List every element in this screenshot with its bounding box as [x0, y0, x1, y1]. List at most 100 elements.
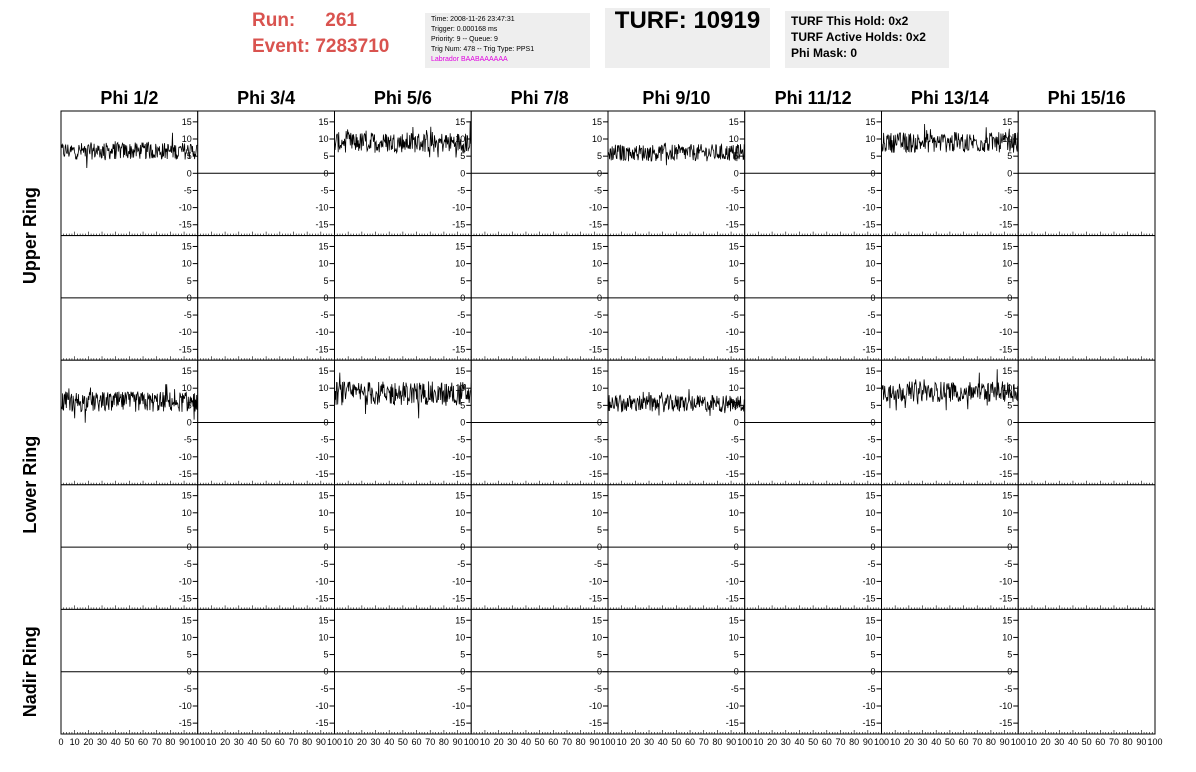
y-tick-label: -10	[726, 576, 739, 586]
x-tick-label: 40	[658, 737, 668, 747]
y-tick-label: 15	[729, 117, 739, 127]
x-tick-label: 90	[316, 737, 326, 747]
y-tick-label: 15	[592, 491, 602, 501]
y-tick-label: -10	[179, 203, 192, 213]
x-tick-label: 50	[398, 737, 408, 747]
y-tick-label: 10	[729, 632, 739, 642]
y-tick-label: 10	[592, 259, 602, 269]
y-tick-label: 10	[318, 259, 328, 269]
y-tick-label: 10	[182, 383, 192, 393]
y-tick-label: -5	[594, 310, 602, 320]
y-tick-label: 15	[182, 117, 192, 127]
y-tick-label: 5	[1007, 650, 1012, 660]
x-tick-label: 60	[822, 737, 832, 747]
x-tick-label: 30	[234, 737, 244, 747]
y-tick-label: 5	[597, 276, 602, 286]
x-tick-label: 10	[206, 737, 216, 747]
y-tick-label: 5	[734, 525, 739, 535]
x-tick-label: 40	[384, 737, 394, 747]
y-tick-label: -10	[589, 701, 602, 711]
y-tick-label: -5	[867, 684, 875, 694]
x-tick-label: 30	[1054, 737, 1064, 747]
x-tick-label: 50	[671, 737, 681, 747]
y-tick-label: 10	[182, 632, 192, 642]
y-tick-label: -15	[452, 718, 465, 728]
y-tick-label: -10	[726, 452, 739, 462]
y-tick-label: -15	[452, 469, 465, 479]
y-tick-label: 10	[865, 508, 875, 518]
y-tick-label: 0	[460, 418, 465, 428]
y-tick-label: 5	[323, 525, 328, 535]
x-tick-label: 40	[247, 737, 257, 747]
y-tick-label: -5	[731, 310, 739, 320]
y-tick-label: 10	[729, 259, 739, 269]
waveform-trace	[607, 142, 745, 166]
x-tick-label: 30	[371, 737, 381, 747]
y-tick-label: -5	[457, 559, 465, 569]
x-tick-label: 80	[712, 737, 722, 747]
panel-frame	[1017, 608, 1156, 735]
y-tick-label: -15	[179, 594, 192, 604]
y-tick-label: -10	[999, 327, 1012, 337]
y-tick-label: -10	[179, 701, 192, 711]
y-tick-label: -5	[184, 310, 192, 320]
waveform-trace	[881, 369, 1019, 411]
y-tick-label: -5	[1004, 310, 1012, 320]
y-tick-label: -5	[320, 684, 328, 694]
y-tick-label: -5	[867, 559, 875, 569]
x-tick-label: 90	[1136, 737, 1146, 747]
y-tick-label: 15	[182, 491, 192, 501]
y-tick-label: 15	[865, 241, 875, 251]
y-tick-label: 5	[870, 400, 875, 410]
y-tick-label: -10	[452, 452, 465, 462]
waveform-trace	[334, 372, 472, 419]
y-tick-label: 0	[187, 168, 192, 178]
x-tick-label: 10	[753, 737, 763, 747]
y-tick-label: -15	[315, 469, 328, 479]
y-tick-label: -10	[315, 701, 328, 711]
y-tick-label: -15	[862, 469, 875, 479]
phi-column-label: Phi 9/10	[642, 88, 710, 108]
event-label: Event:	[252, 36, 311, 57]
y-tick-label: -15	[589, 220, 602, 230]
y-tick-label: -15	[862, 594, 875, 604]
y-tick-label: 10	[729, 383, 739, 393]
x-tick-label: 20	[220, 737, 230, 747]
y-tick-label: 5	[870, 650, 875, 660]
y-tick-label: 10	[455, 632, 465, 642]
y-tick-label: -15	[315, 594, 328, 604]
y-tick-label: -15	[179, 718, 192, 728]
x-tick-label: 70	[1109, 737, 1119, 747]
y-tick-label: 15	[318, 615, 328, 625]
x-tick-label: 80	[576, 737, 586, 747]
x-tick-label: 90	[453, 737, 463, 747]
y-tick-label: 10	[318, 383, 328, 393]
turf-active-holds: TURF Active Holds: 0x2	[791, 30, 926, 44]
x-tick-label: 40	[794, 737, 804, 747]
x-tick-label: 20	[494, 737, 504, 747]
y-tick-label: 10	[865, 383, 875, 393]
x-tick-label: 10	[1027, 737, 1037, 747]
x-tick-label: 10	[343, 737, 353, 747]
x-tick-label: 80	[439, 737, 449, 747]
y-tick-label: -10	[589, 203, 602, 213]
y-tick-label: 5	[1007, 151, 1012, 161]
panel-frame	[881, 110, 1019, 237]
y-tick-label: -5	[867, 185, 875, 195]
turf-value: TURF: 10919	[614, 7, 761, 34]
x-tick-label: 90	[863, 737, 873, 747]
y-tick-label: -10	[452, 576, 465, 586]
y-tick-label: -15	[179, 220, 192, 230]
x-tick-label: 40	[1068, 737, 1078, 747]
y-tick-label: 5	[1007, 525, 1012, 535]
x-tick-label: 100	[1011, 737, 1026, 747]
y-tick-label: 15	[455, 241, 465, 251]
y-tick-label: -15	[589, 469, 602, 479]
y-tick-label: 5	[323, 151, 328, 161]
y-tick-label: 0	[187, 418, 192, 428]
y-tick-label: 15	[865, 117, 875, 127]
waveform-trace	[881, 123, 1019, 154]
info-trigger: Trigger: 0.000168 ms	[431, 26, 498, 33]
y-tick-label: -5	[731, 185, 739, 195]
